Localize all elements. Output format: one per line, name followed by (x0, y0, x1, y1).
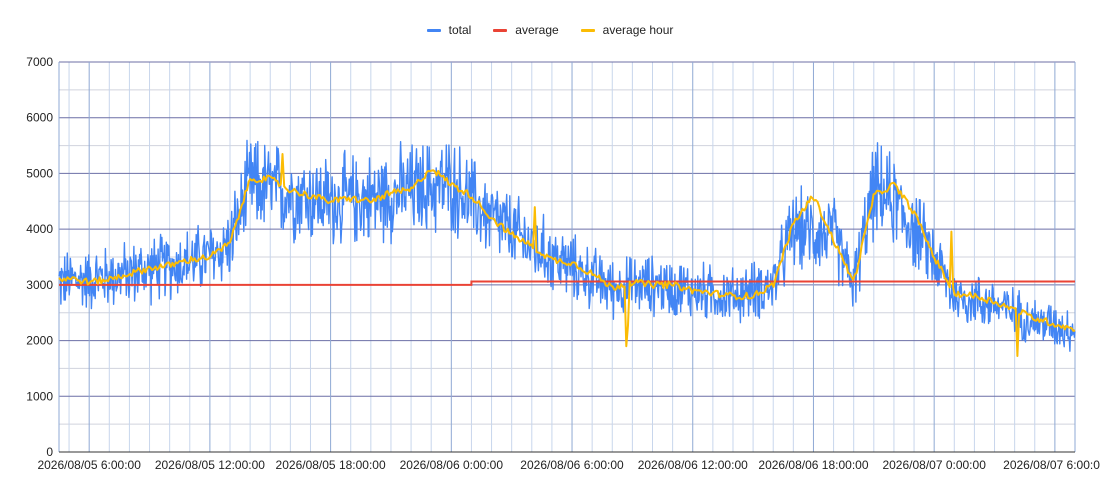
y-tick-label: 0 (46, 445, 53, 459)
y-tick-label: 3000 (26, 278, 53, 292)
legend: total average average hour (0, 23, 1100, 37)
legend-swatch (493, 28, 508, 32)
legend-item-total: total (426, 23, 472, 37)
legend-swatch (580, 28, 595, 32)
series-average-hour-line (58, 153, 1076, 357)
x-tick-label: 2026/08/06 6:00:00 (520, 458, 624, 472)
grid-minor (59, 62, 1076, 452)
legend-label: average hour (602, 23, 674, 37)
y-tick-label: 7000 (26, 55, 53, 69)
y-axis-ticks: 0 1000 2000 3000 4000 5000 6000 7000 (26, 55, 53, 459)
y-tick-label: 5000 (26, 166, 53, 180)
x-tick-label: 2026/08/06 12:00:00 (638, 458, 748, 472)
legend-label: total (448, 23, 472, 37)
x-axis-ticks: 2026/08/05 6:00:00 2026/08/05 12:00:00 202… (37, 458, 1100, 472)
legend-swatch (426, 28, 441, 32)
legend-label: average (515, 23, 559, 37)
y-tick-label: 2000 (26, 334, 53, 348)
x-tick-label: 2026/08/05 6:00:00 (37, 458, 141, 472)
series-total-line (58, 139, 1076, 352)
series-total-group (58, 139, 1076, 352)
x-tick-label: 2026/08/07 6:00:00 (1003, 458, 1100, 472)
legend-item-average: average (493, 23, 559, 37)
legend-item-average-hour: average hour (580, 23, 674, 37)
series-average-group (59, 280, 1075, 286)
x-tick-label: 2026/08/06 18:00:00 (758, 458, 868, 472)
x-tick-label: 2026/08/05 12:00:00 (155, 458, 265, 472)
x-tick-label: 2026/08/07 0:00:00 (882, 458, 986, 472)
series-average-line (59, 280, 1075, 286)
x-tick-label: 2026/08/06 0:00:00 (400, 458, 504, 472)
series-average-hour-group (58, 153, 1076, 357)
y-tick-label: 4000 (26, 222, 53, 236)
x-tick-label: 2026/08/05 18:00:00 (276, 458, 386, 472)
y-tick-label: 6000 (26, 111, 53, 125)
y-tick-label: 1000 (26, 389, 53, 403)
